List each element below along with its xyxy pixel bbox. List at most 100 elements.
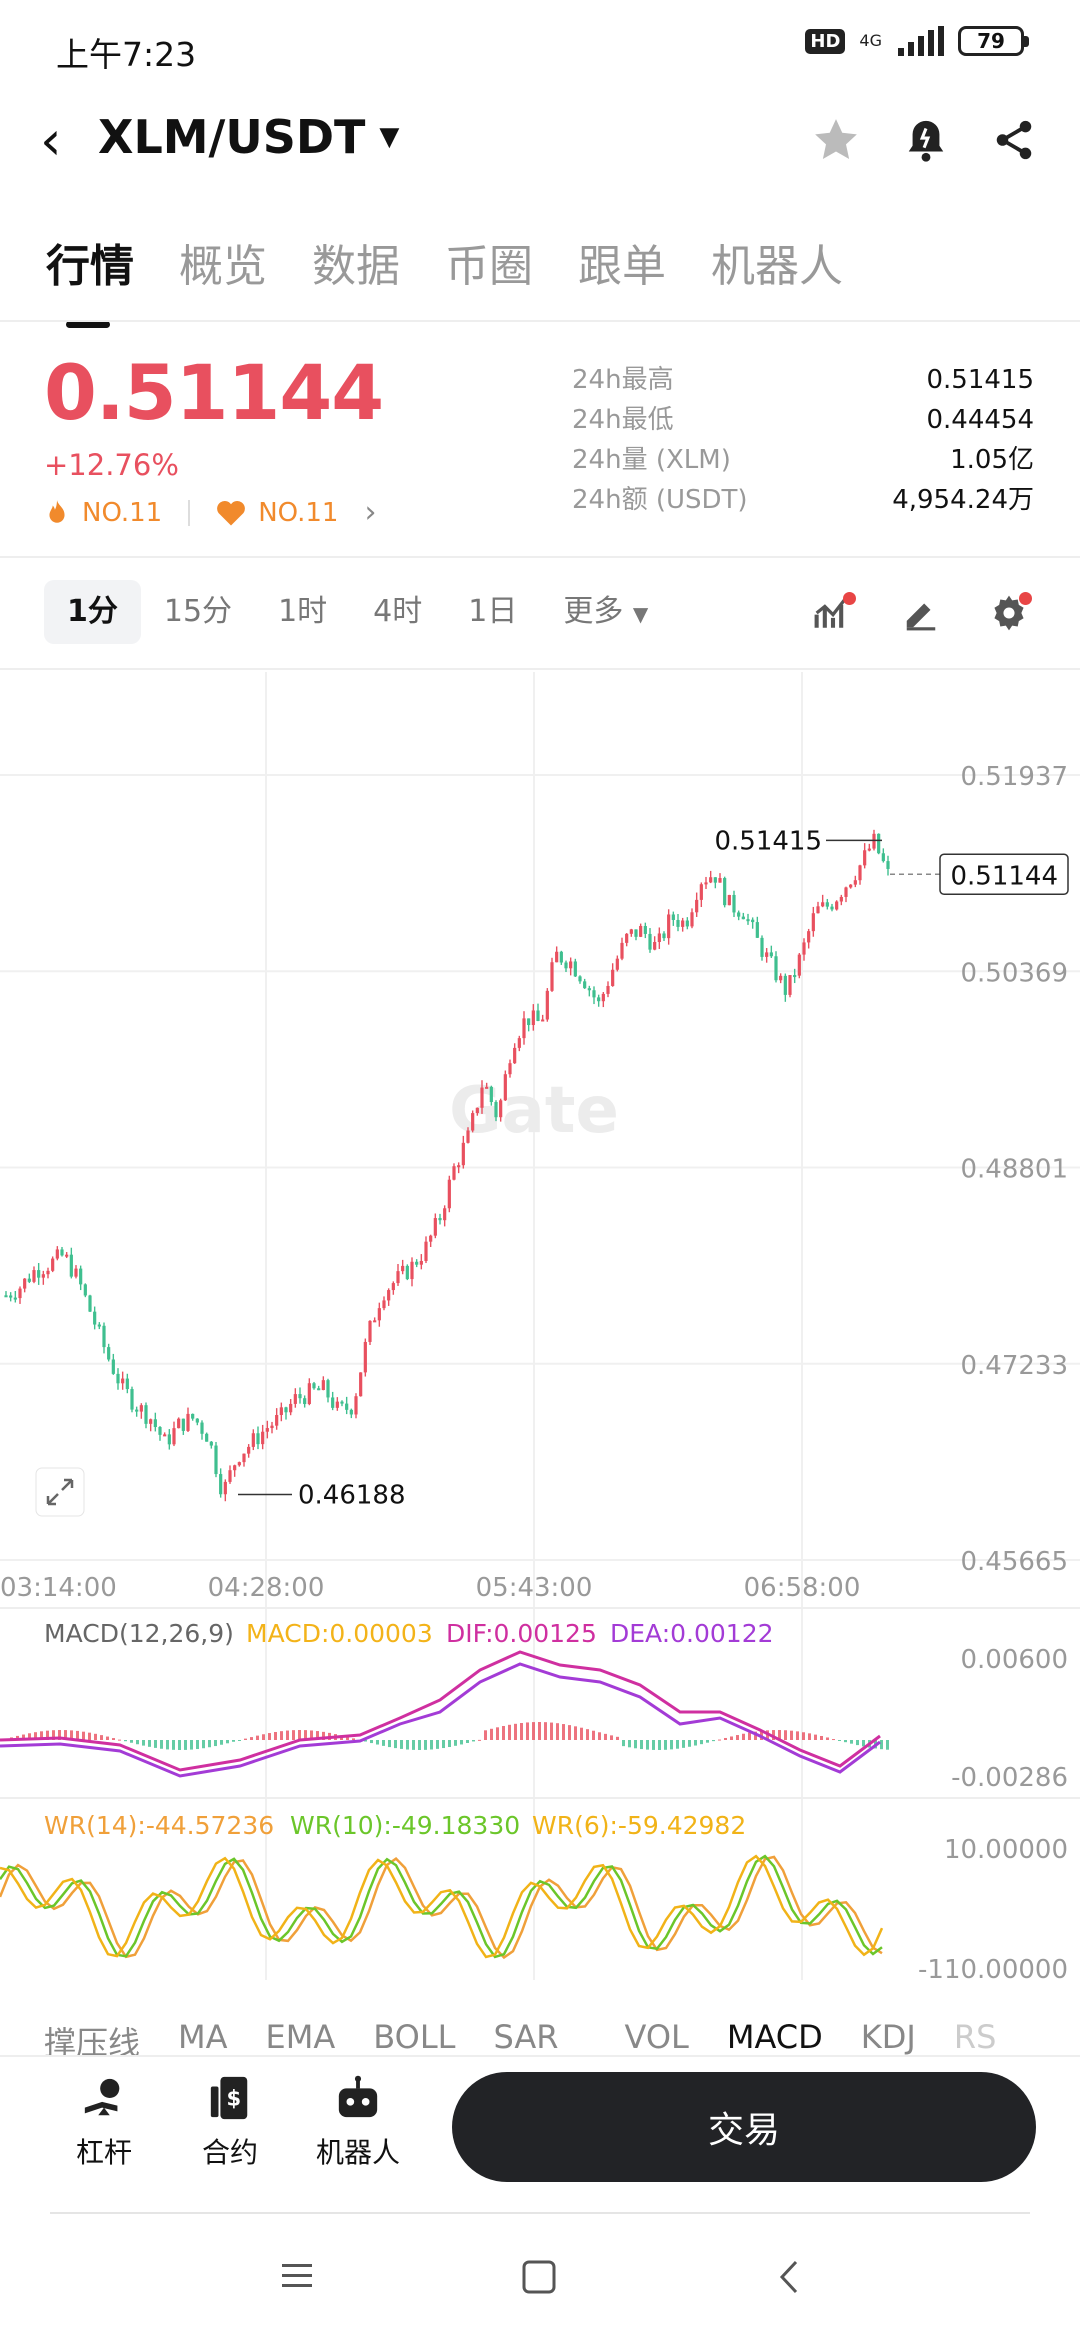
macd-bar [478, 1739, 481, 1741]
indicator-macd[interactable]: MACD [726, 2018, 823, 2056]
futures-button[interactable]: $ 合约 [180, 2075, 280, 2171]
dif-line [0, 1650, 881, 1772]
candle [611, 969, 615, 986]
macd-bar [250, 1737, 253, 1740]
indicator-boll[interactable]: BOLL [373, 2018, 456, 2056]
share-icon[interactable] [984, 110, 1044, 170]
back-nav-icon[interactable] [779, 2260, 798, 2294]
candle [83, 1284, 87, 1296]
indicator-rsi[interactable]: RS [953, 2018, 997, 2056]
contract-icon: $ [210, 2076, 248, 2120]
candle [662, 933, 666, 939]
favorite-star-icon[interactable] [806, 110, 866, 170]
divider [0, 668, 1080, 670]
back-button[interactable]: ‹ [40, 109, 62, 172]
candle [359, 1372, 363, 1397]
candle [457, 1165, 461, 1168]
indicators-button[interactable] [808, 588, 858, 638]
candle [223, 1481, 227, 1495]
candle [121, 1378, 125, 1384]
pair-selector[interactable]: XLM/USDT ▼ [98, 110, 399, 164]
tab-copy-trading[interactable]: 跟单 [578, 241, 666, 292]
timeframe-15m[interactable]: 15分 [163, 594, 233, 629]
wr-tick-label: -110.00000 [918, 1955, 1068, 1982]
margin-button[interactable]: 杠杆 [54, 2075, 154, 2171]
candle [335, 1401, 339, 1408]
indicator-kdj[interactable]: KDJ [860, 2018, 916, 2056]
macd-bar [688, 1740, 691, 1747]
timeframe-1d[interactable]: 1日 [468, 594, 518, 629]
bots-button[interactable]: 机器人 [308, 2075, 408, 2171]
tab-data[interactable]: 数据 [312, 241, 400, 292]
candle [289, 1403, 293, 1413]
candle [186, 1413, 190, 1431]
macd-bar [598, 1732, 601, 1740]
x-tick-label: 06:58:00 [744, 1573, 861, 1603]
macd-bar [106, 1736, 109, 1740]
rank-row[interactable]: NO.11 NO.11 › [44, 495, 376, 530]
macd-bar [70, 1730, 73, 1740]
candle [65, 1254, 69, 1257]
candle [881, 853, 885, 862]
candle [643, 925, 647, 934]
indicator-sar[interactable]: SAR [493, 2018, 559, 2056]
timeframe-1m[interactable]: 1分 [44, 580, 141, 644]
candle [779, 975, 783, 981]
macd-bar [58, 1730, 61, 1740]
price-alert-bell-icon[interactable] [896, 110, 956, 170]
tab-market[interactable]: 行情 [46, 230, 134, 328]
candle [746, 919, 750, 922]
candle [625, 933, 629, 943]
indicator-ma[interactable]: MA [178, 2018, 228, 2056]
candle [578, 976, 582, 982]
macd-bar [310, 1730, 313, 1740]
trade-button[interactable]: 交易 [452, 2072, 1036, 2182]
home-icon[interactable] [522, 2260, 556, 2294]
candle [774, 956, 778, 981]
macd-bar [46, 1730, 49, 1740]
candle [23, 1278, 27, 1289]
macd-bar [652, 1740, 655, 1750]
timeframe-more[interactable]: 更多 ▼ [563, 594, 649, 629]
candle [858, 865, 862, 881]
macd-bar [226, 1740, 229, 1744]
candle [699, 884, 703, 900]
timeframe-1h[interactable]: 1时 [278, 594, 328, 629]
chart-settings-button[interactable] [984, 588, 1034, 638]
candle [55, 1249, 59, 1259]
macd-bar [610, 1735, 613, 1740]
candle [270, 1425, 274, 1429]
candle [275, 1414, 279, 1426]
indicator-ema[interactable]: EMA [265, 2018, 336, 2056]
macd-bar [724, 1737, 727, 1740]
indicator-vol[interactable]: VOL [624, 2018, 689, 2056]
candle [233, 1465, 237, 1471]
candle [657, 933, 661, 942]
candle [760, 937, 764, 957]
candle [727, 894, 731, 906]
draw-tool-button[interactable] [896, 588, 946, 638]
menu-icon[interactable] [282, 2264, 312, 2287]
candlestick-chart[interactable]: 0.51937 0.50369 0.48801 0.47233 0.45665 03:14… [0, 672, 1080, 1982]
macd-value: MACD:0.00003 [246, 1619, 433, 1648]
expand-chart-button[interactable] [35, 1467, 85, 1517]
candle [825, 902, 829, 907]
candle [135, 1409, 139, 1412]
candle [195, 1418, 199, 1423]
candle [844, 887, 848, 897]
tab-community[interactable]: 币圈 [445, 241, 533, 292]
macd-bar [88, 1732, 91, 1740]
tab-overview[interactable]: 概览 [179, 241, 267, 292]
gear-icon [994, 595, 1024, 631]
candle [200, 1422, 204, 1434]
macd-title: MACD(12,26,9) [44, 1619, 234, 1648]
macd-bar [148, 1740, 151, 1747]
macd-bar [472, 1740, 475, 1742]
candle [279, 1407, 283, 1415]
timeframe-4h[interactable]: 4时 [373, 594, 423, 629]
tab-bots[interactable]: 机器人 [711, 241, 843, 292]
macd-bar [622, 1740, 625, 1747]
candle [415, 1261, 419, 1265]
macd-bar [190, 1740, 193, 1750]
candle [839, 896, 843, 902]
